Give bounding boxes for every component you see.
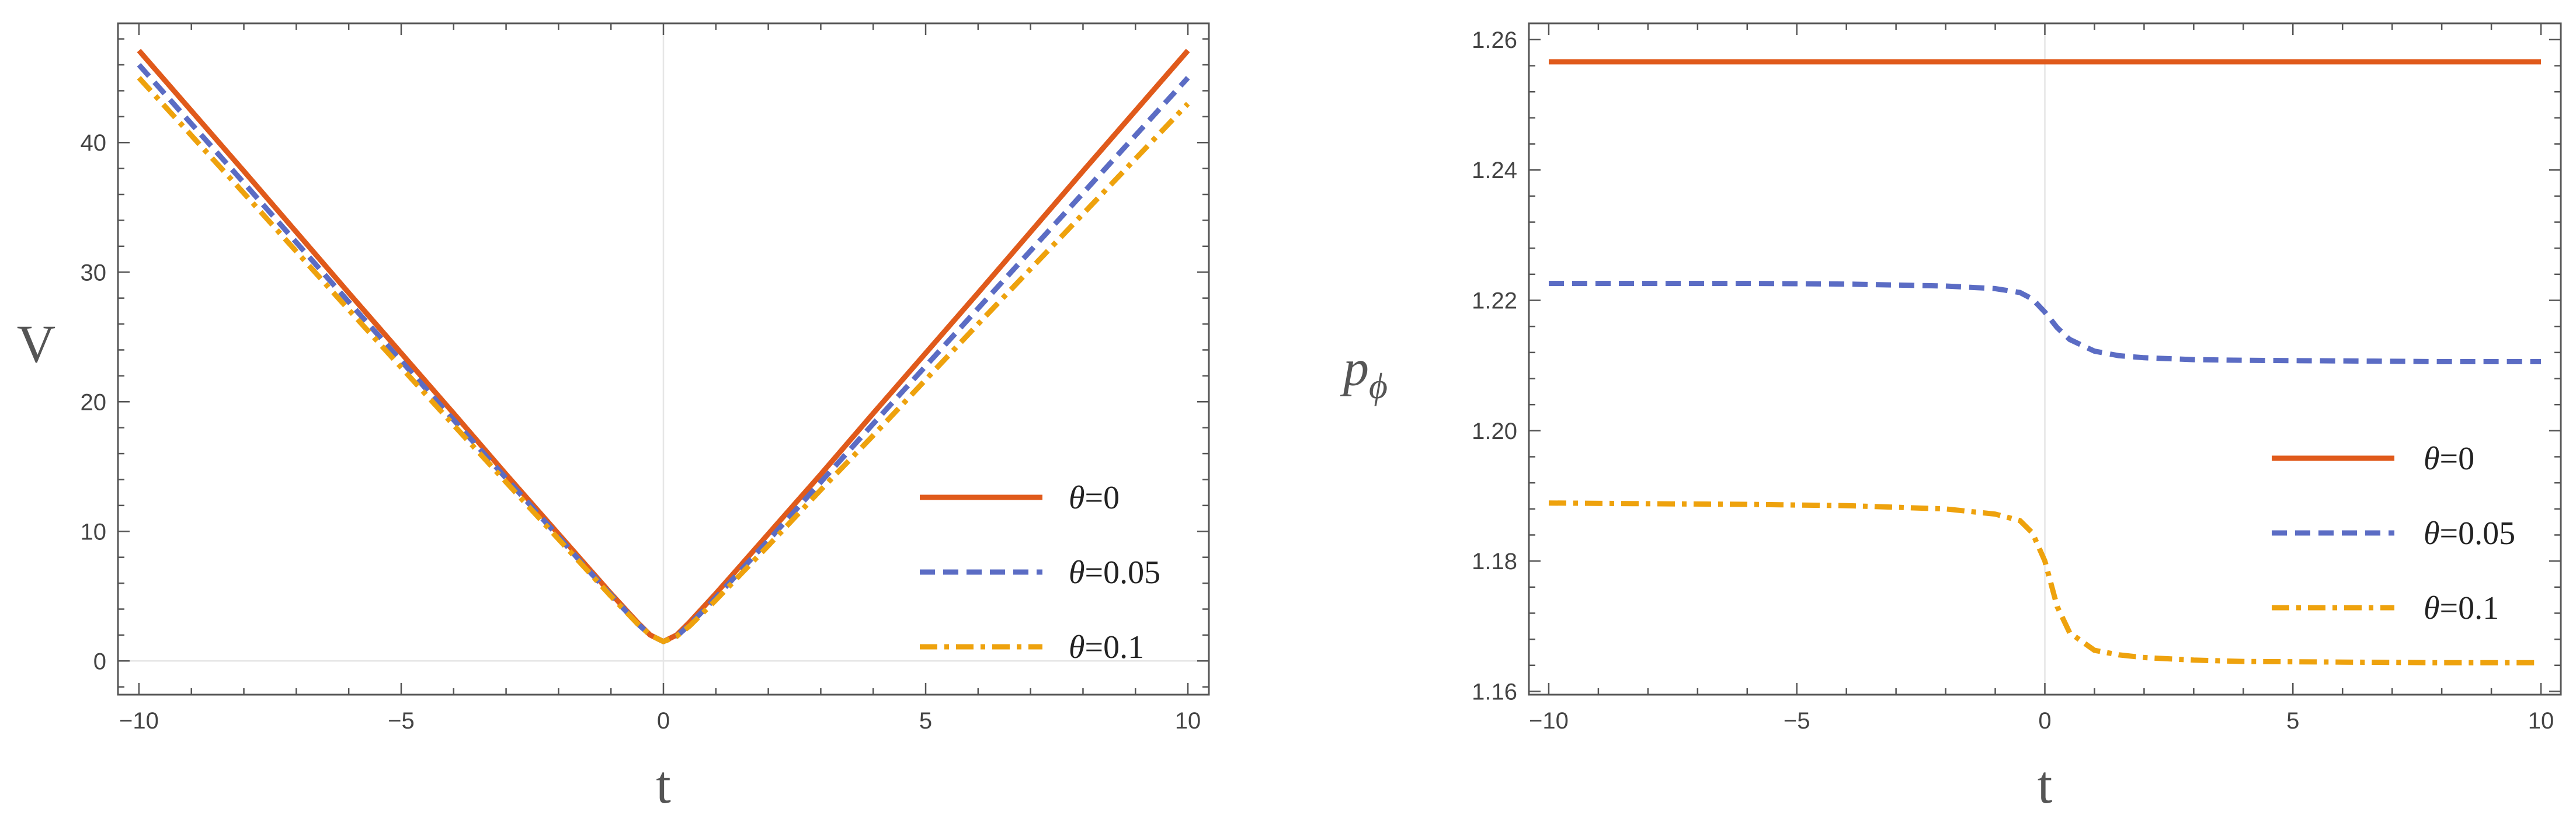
y-tick-label: 1.26 [1472, 27, 1517, 53]
legend-theta-symbol: θ [2424, 515, 2440, 552]
x-tick-label: 5 [919, 708, 932, 734]
y-tick-label: 30 [81, 260, 107, 285]
y-tick-label: 1.24 [1472, 158, 1517, 183]
x-tick-label: −10 [1529, 708, 1569, 734]
legend-label-1: θ=0 [2424, 441, 2474, 477]
y-axis-label: pϕ [1340, 340, 1388, 406]
legend: θ=0θ=0.05θ=0.1 [920, 480, 1160, 665]
x-tick-label: 5 [2286, 708, 2299, 734]
x-tick-label: 10 [2528, 708, 2554, 734]
x-tick-label: −5 [388, 708, 415, 734]
series-line-3 [1548, 500, 2541, 665]
series-group [137, 48, 1190, 644]
legend-theta-symbol: θ [1069, 555, 1085, 591]
x-tick-label: −5 [1784, 708, 1810, 734]
legend-value: =0.1 [2440, 590, 2499, 626]
y-tick-label: 1.20 [1472, 419, 1517, 444]
legend-label-2: θ=0.05 [1069, 555, 1160, 591]
y-axis-label-main: p [1340, 340, 1369, 397]
y-axis-label: V [17, 314, 55, 374]
y-tick-label: 40 [81, 130, 107, 156]
legend-theta-symbol: θ [2424, 441, 2440, 477]
series-line-3 [137, 76, 1190, 644]
legend-label-2: θ=0.05 [2424, 515, 2515, 552]
legend-theta-symbol: θ [1069, 629, 1085, 665]
legend-label-3: θ=0.1 [2424, 590, 2499, 626]
y-tick-label: 1.18 [1472, 549, 1517, 574]
legend-value: =0.05 [2440, 515, 2516, 552]
y-tick-label: 0 [93, 649, 106, 674]
legend-label-1: θ=0 [1069, 480, 1120, 516]
x-axis-label: t [2038, 755, 2053, 814]
series-line-2 [1549, 281, 2541, 364]
x-tick-label: 0 [657, 708, 670, 734]
legend-value: =0 [1085, 480, 1120, 516]
x-tick-label: 0 [2038, 708, 2051, 734]
x-tick-label: 10 [1175, 708, 1201, 734]
series-group [1548, 59, 2541, 665]
legend-value: =0.05 [1085, 555, 1161, 591]
legend: θ=0θ=0.05θ=0.1 [2272, 441, 2515, 626]
legend-value: =0 [2440, 441, 2475, 477]
y-tick-label: 20 [81, 389, 107, 415]
y-tick-label: 1.22 [1472, 288, 1517, 314]
y-tick-label: 10 [81, 519, 107, 545]
chart-panel-2: −10 −5 0 5 101.161.181.201.221.241.26tpϕθ=0θ… [1340, 22, 2562, 814]
y-axis-label-main: V [17, 314, 55, 374]
legend-label-3: θ=0.1 [1069, 629, 1144, 665]
legend-theta-symbol: θ [2424, 590, 2440, 626]
x-axis-label: t [656, 755, 671, 814]
x-tick-label: −10 [119, 708, 159, 734]
y-tick-label: 1.16 [1472, 679, 1517, 705]
y-axis-label-subscript: ϕ [1369, 367, 1388, 406]
legend-value: =0.1 [1085, 629, 1145, 665]
legend-theta-symbol: θ [1069, 480, 1085, 516]
